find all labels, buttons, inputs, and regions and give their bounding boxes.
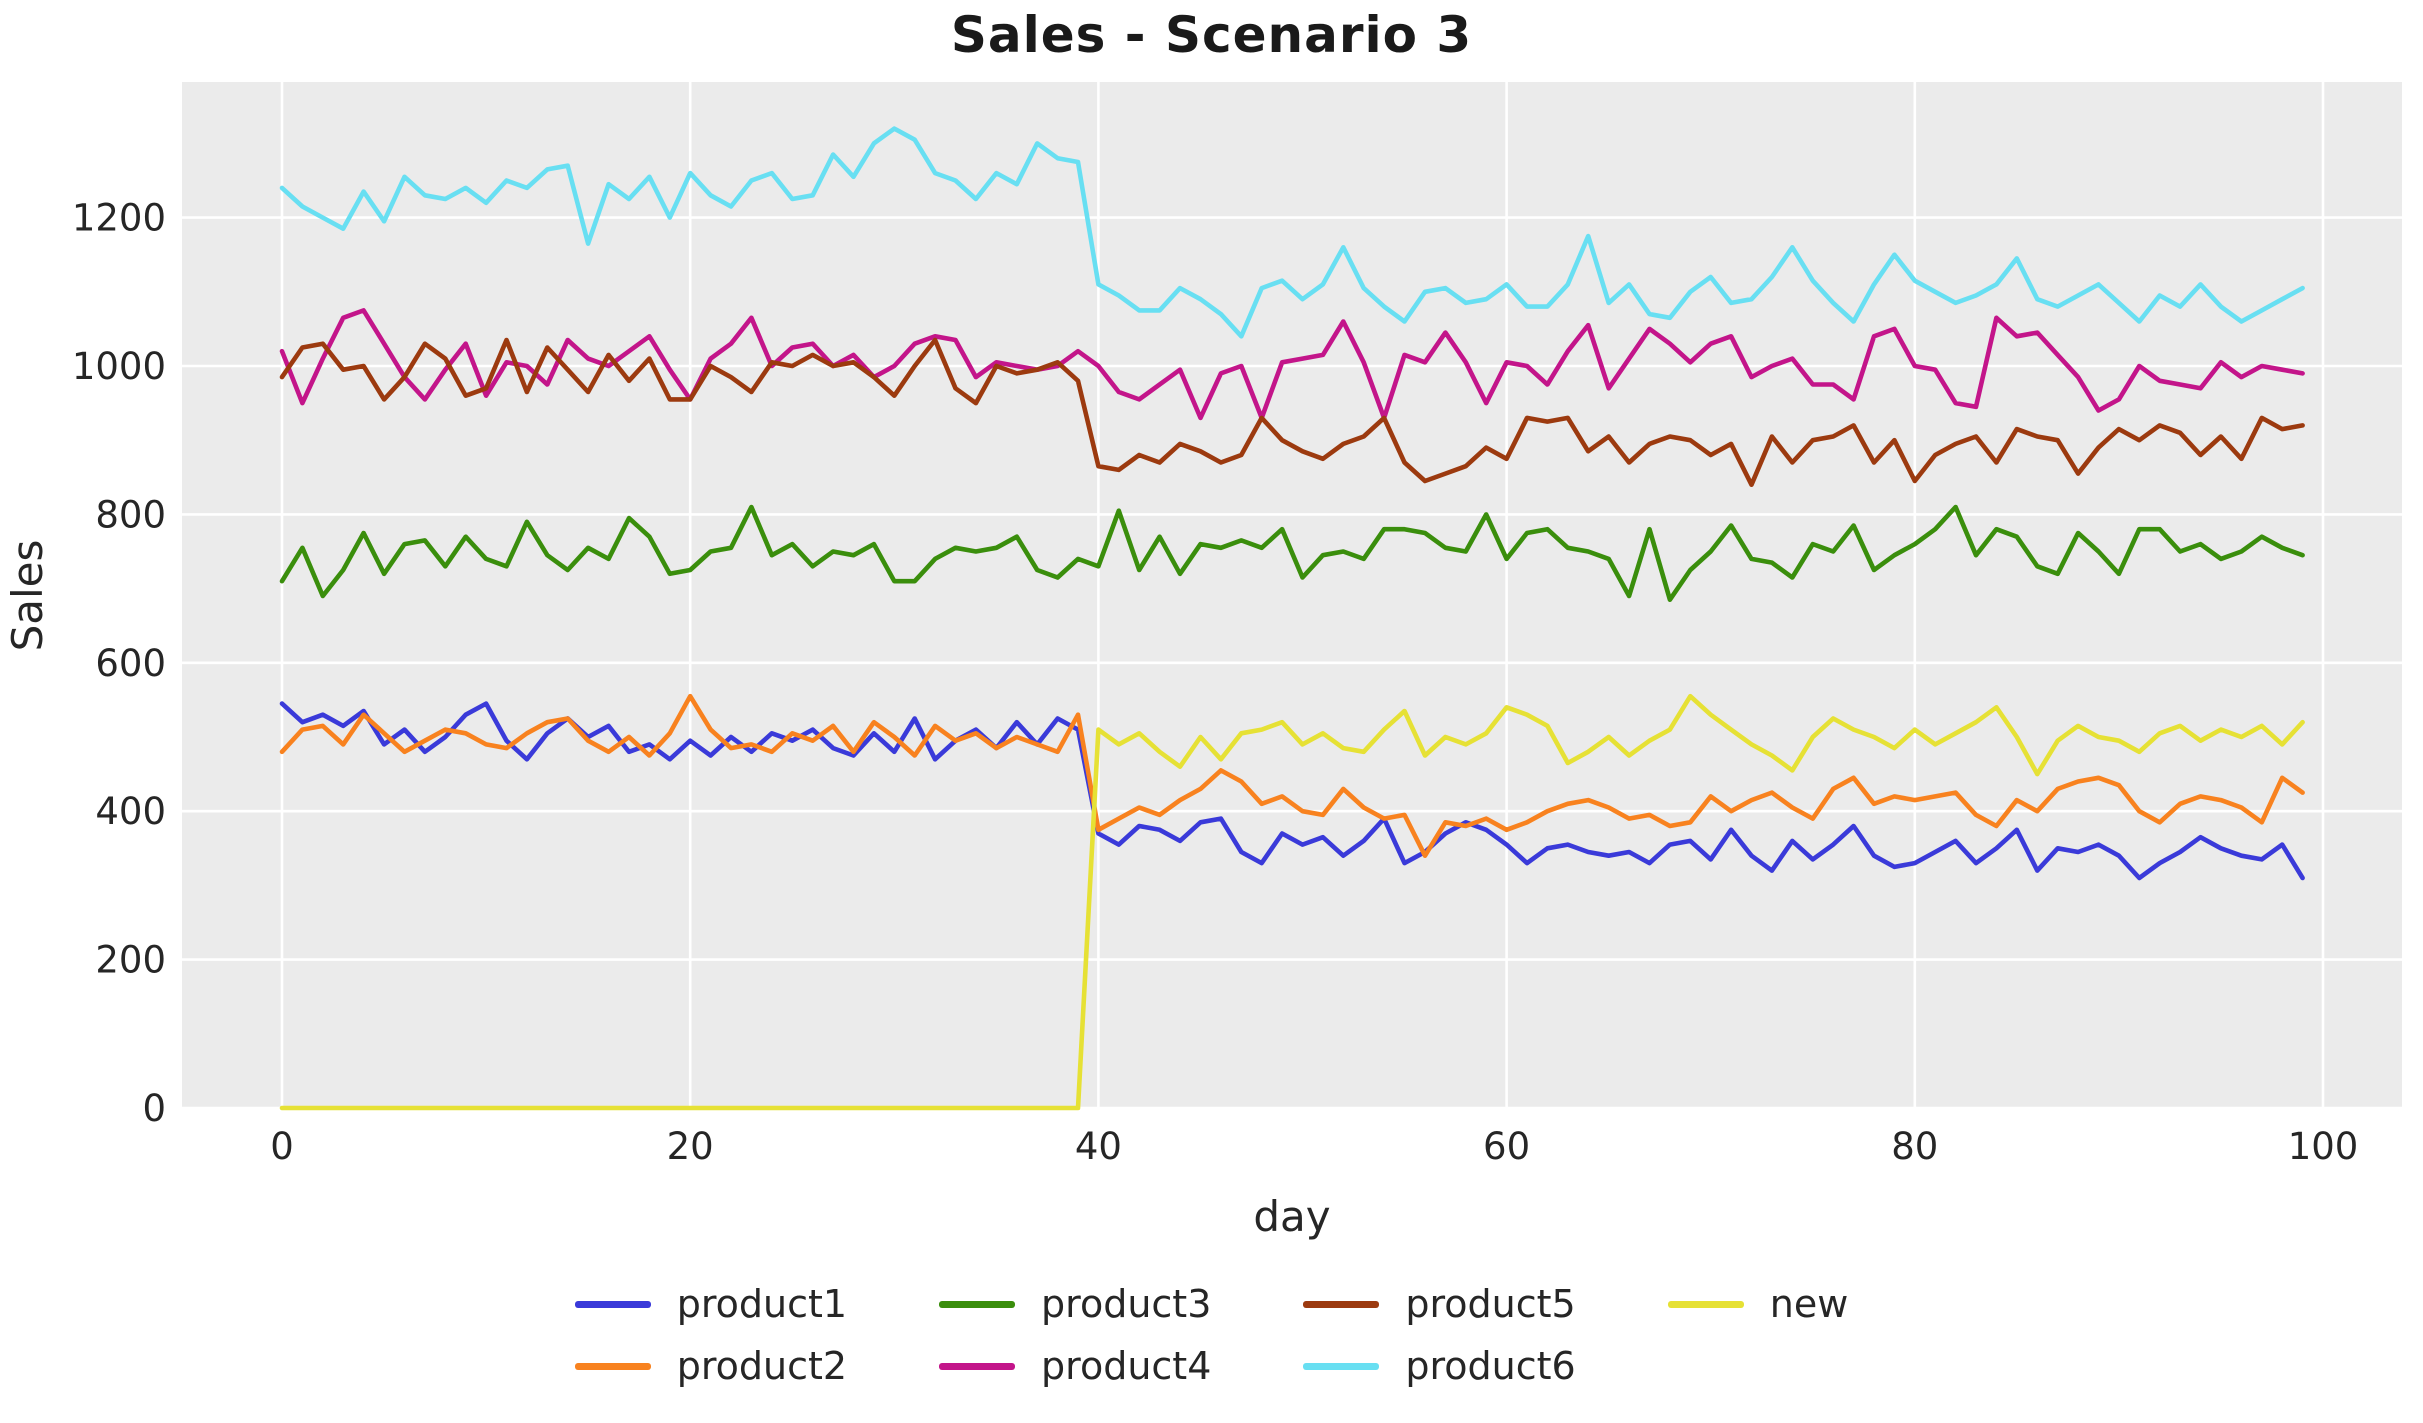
legend-item-product3: product3 — [939, 1282, 1211, 1326]
x-tick-label-100: 100 — [2288, 1125, 2359, 1168]
y-tick-label-400: 400 — [95, 790, 166, 833]
y-tick-label-600: 600 — [95, 642, 166, 685]
series-line-product4 — [279, 308, 2305, 421]
y-tick-label-1200: 1200 — [72, 197, 166, 240]
legend-item-product5: product5 — [1303, 1282, 1576, 1326]
series-line-product6 — [279, 126, 2305, 339]
legend-label: product1 — [676, 1282, 848, 1326]
legend-column-3: product5 product6 — [1303, 1282, 1576, 1388]
legend-swatch-product2 — [574, 1362, 651, 1370]
y-tick-label-800: 800 — [95, 493, 166, 536]
legend-swatch-product4 — [939, 1362, 1016, 1370]
legend-item-new: new — [1667, 1282, 1849, 1326]
legend-label: product4 — [1041, 1344, 1212, 1388]
legend-item-product4: product4 — [939, 1344, 1211, 1388]
legend-swatch-product6 — [1303, 1362, 1380, 1370]
legend-label: new — [1769, 1282, 1849, 1326]
legend-label: product6 — [1405, 1344, 1576, 1388]
legend-column-4: new — [1667, 1282, 1849, 1326]
legend-label: product3 — [1041, 1282, 1212, 1326]
plot-area: 0 200 400 600 800 1000 1200 0 20 40 60 80 100 day Sale… — [3, 82, 2402, 1241]
y-axis-label: Sales — [3, 540, 52, 652]
x-tick-label-60: 60 — [1483, 1125, 1530, 1168]
x-tick-label-0: 0 — [270, 1125, 294, 1168]
y-tick-label-0: 0 — [142, 1087, 166, 1130]
x-tick-label-20: 20 — [667, 1125, 714, 1168]
legend-swatch-product1 — [574, 1300, 651, 1308]
legend-item-product2: product2 — [574, 1344, 848, 1388]
series-line-product3 — [279, 504, 2305, 603]
legend: product1 product2 product3 product4 product5… — [0, 1282, 2423, 1388]
legend-item-product6: product6 — [1303, 1344, 1576, 1388]
legend-swatch-new — [1667, 1300, 1744, 1308]
series-line-product5 — [279, 337, 2305, 488]
legend-label: product2 — [676, 1344, 848, 1388]
series-line-new — [279, 693, 2305, 1111]
legend-swatch-product5 — [1303, 1300, 1380, 1308]
x-axis-label: day — [1253, 1192, 1330, 1241]
series-line-product2 — [279, 693, 2305, 859]
x-tick-label-80: 80 — [1891, 1125, 1938, 1168]
legend-column-2: product3 product4 — [939, 1282, 1211, 1388]
series-line-product1 — [279, 701, 2305, 881]
plot-background — [182, 82, 2402, 1109]
chart-title: Sales - Scenario 3 — [950, 6, 1473, 64]
legend-item-product1: product1 — [574, 1282, 848, 1326]
y-tick-label-1000: 1000 — [72, 345, 166, 388]
x-tick-label-40: 40 — [1075, 1125, 1122, 1168]
legend-column-1: product1 product2 — [574, 1282, 848, 1388]
y-tick-label-200: 200 — [95, 939, 166, 982]
legend-swatch-product3 — [939, 1300, 1016, 1308]
legend-label: product5 — [1405, 1282, 1576, 1326]
